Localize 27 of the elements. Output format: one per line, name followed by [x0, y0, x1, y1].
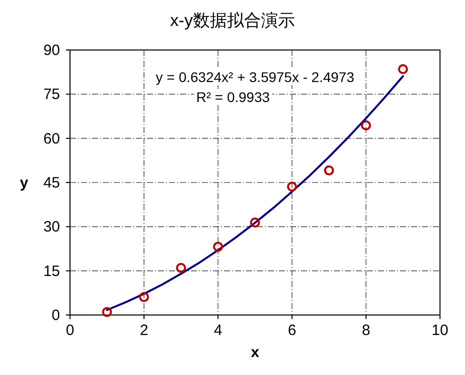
y-axis-title: y — [20, 174, 29, 192]
y-tick-label: 90 — [43, 42, 60, 59]
point — [102, 307, 112, 318]
y-tick-label: 45 — [43, 174, 60, 192]
x-tick-label: 10 — [432, 322, 448, 339]
y-tick-label: 75 — [43, 86, 60, 104]
point — [398, 64, 408, 74]
annotation: R² = 0.9933 — [196, 89, 270, 105]
point — [213, 242, 223, 252]
x-tick-label: 6 — [288, 322, 296, 339]
annotation: y = 0.6324x² + 3.5975x - 2.4973 — [156, 69, 354, 85]
point — [250, 218, 260, 228]
y-tick-label: 30 — [43, 218, 60, 236]
y-tick-label: 60 — [43, 130, 60, 148]
point — [361, 120, 371, 130]
point — [324, 165, 334, 176]
x-tick-label: 8 — [362, 322, 370, 339]
x-axis-title: x — [250, 344, 260, 361]
y-tick-label: 15 — [43, 262, 60, 280]
x-tick-label: 2 — [140, 322, 148, 339]
point — [176, 262, 186, 273]
y-tick-label: 0 — [52, 307, 60, 324]
chart-title: x-y数据拟合演示 — [170, 11, 295, 30]
point — [139, 292, 149, 302]
point — [287, 182, 297, 192]
x-tick-label: 4 — [214, 322, 222, 339]
x-tick-label: 0 — [66, 322, 74, 339]
